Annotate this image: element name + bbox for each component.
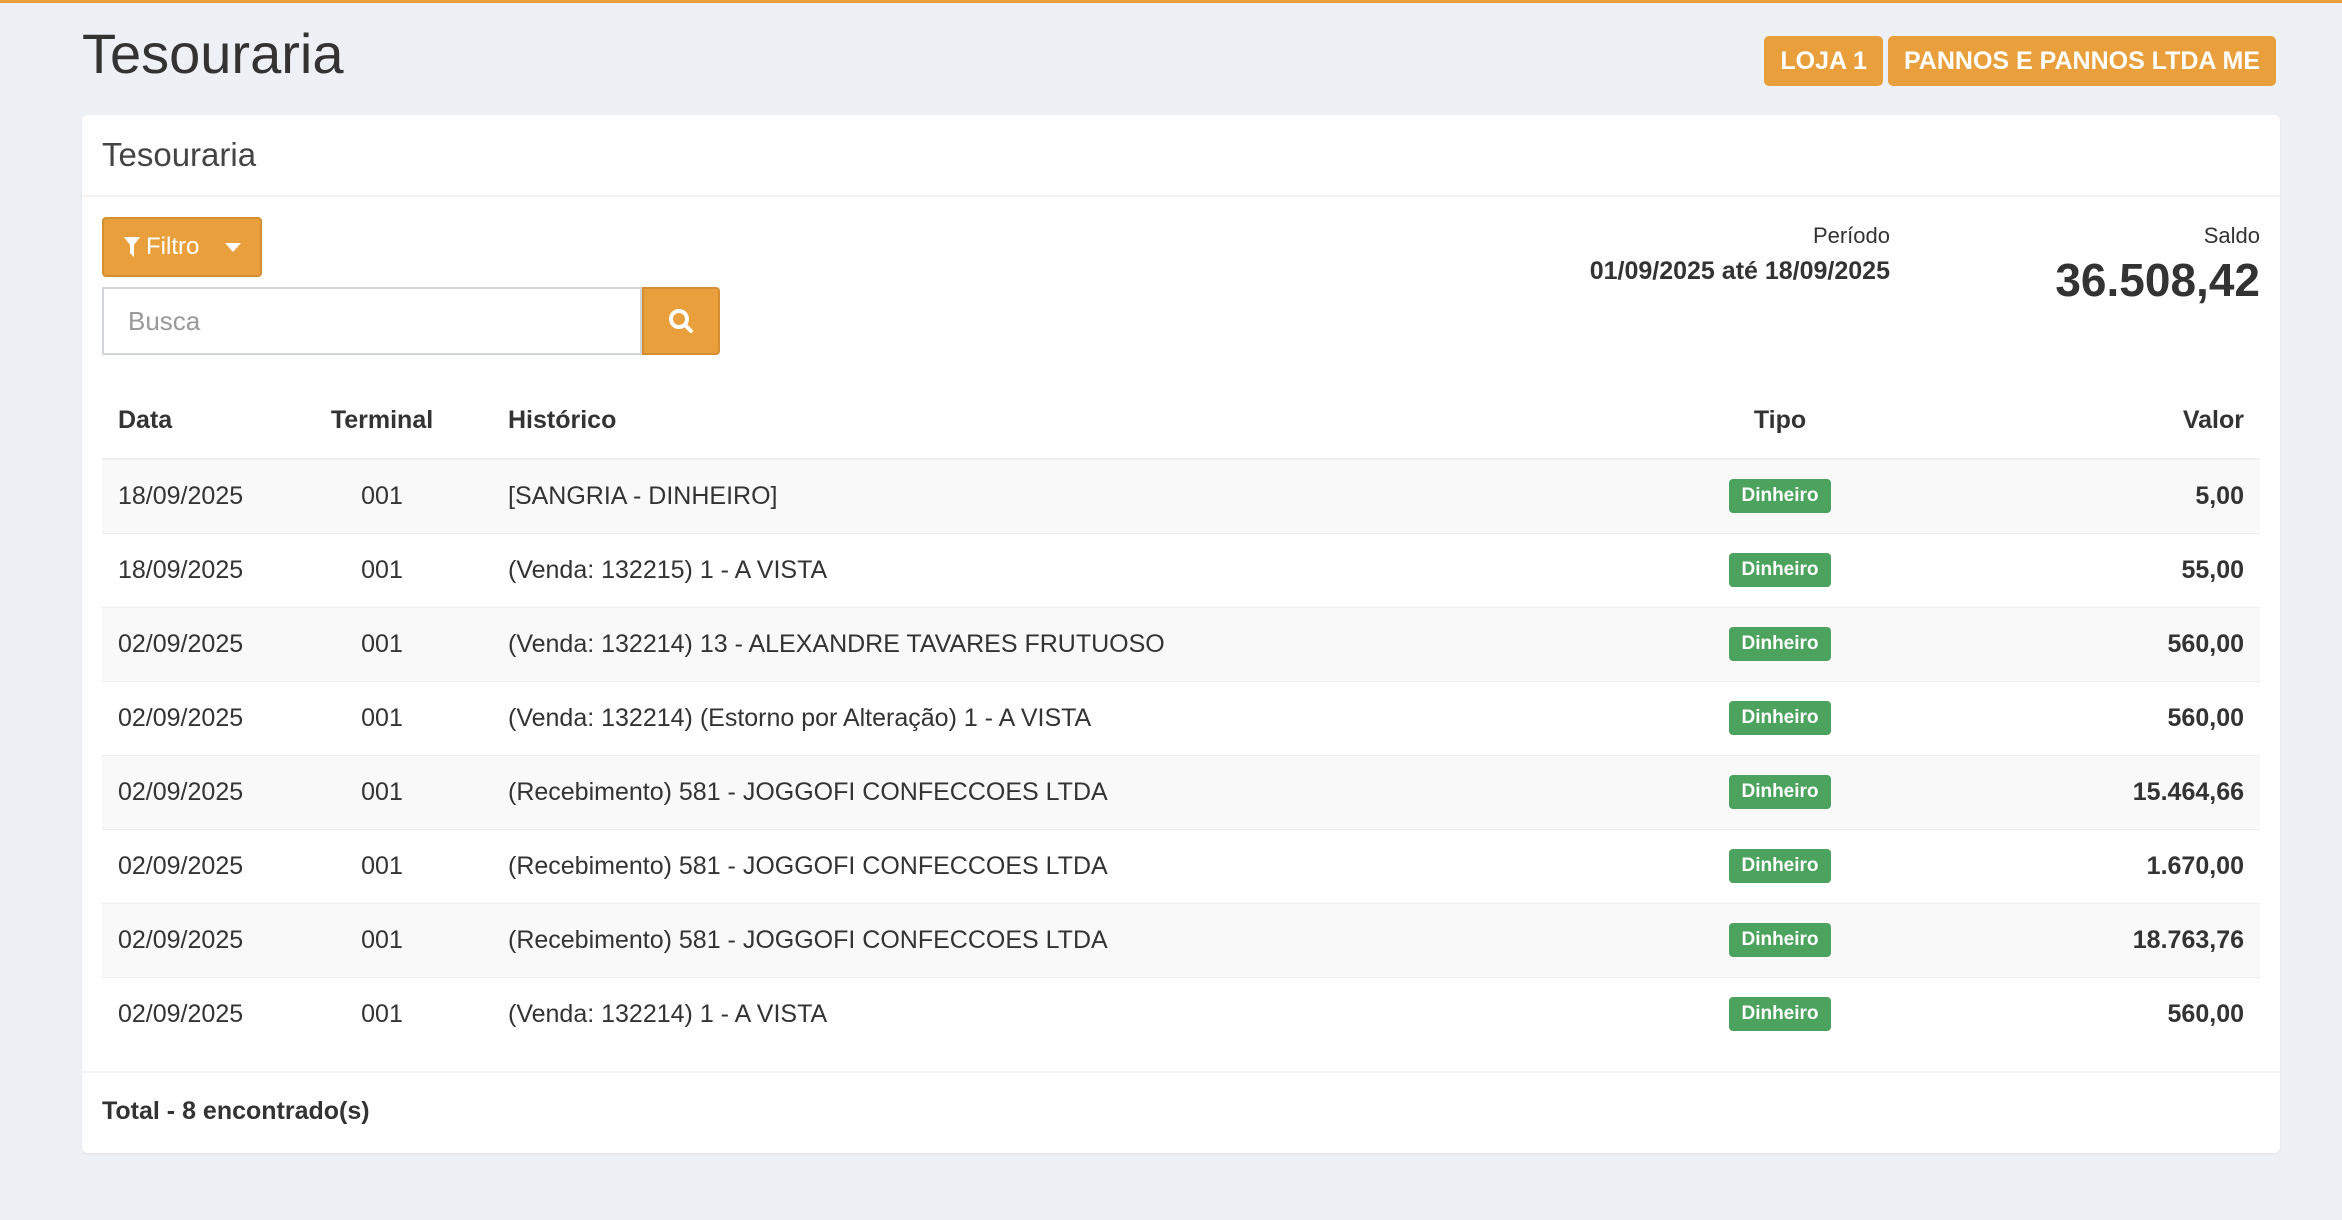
total-count: Total - 8 encontrado(s) <box>82 1071 2280 1150</box>
table-row[interactable]: 02/09/2025 001 (Recebimento) 581 - JOGGO… <box>102 828 2260 903</box>
filter-icon <box>124 237 140 257</box>
tipo-badge: Dinheiro <box>1729 849 1831 883</box>
cell-terminal: 001 <box>272 828 492 903</box>
cell-tipo: Dinheiro <box>1680 902 1880 977</box>
periodo: Período 01/09/2025 até 18/09/2025 <box>1590 223 1890 286</box>
store-tag[interactable]: LOJA 1 <box>1764 36 1883 86</box>
cell-valor: 18.763,76 <box>1880 902 2260 977</box>
cell-valor: 560,00 <box>1880 976 2260 1051</box>
cell-data: 02/09/2025 <box>102 680 272 755</box>
cell-data: 18/09/2025 <box>102 532 272 607</box>
tipo-badge: Dinheiro <box>1729 997 1831 1032</box>
cell-historico: (Recebimento) 581 - JOGGOFI CONFECCOES L… <box>492 828 1680 903</box>
tipo-badge: Dinheiro <box>1729 627 1831 661</box>
cell-terminal: 001 <box>272 532 492 607</box>
tipo-badge: Dinheiro <box>1729 553 1831 587</box>
cell-data: 02/09/2025 <box>102 976 272 1051</box>
cell-historico: [SANGRIA - DINHEIRO] <box>492 458 1680 533</box>
col-terminal[interactable]: Terminal <box>272 383 492 460</box>
cell-tipo: Dinheiro <box>1680 680 1880 755</box>
cell-historico: (Venda: 132214) (Estorno por Alteração) … <box>492 680 1680 755</box>
cell-valor: 15.464,66 <box>1880 754 2260 829</box>
cell-terminal: 001 <box>272 976 492 1051</box>
col-tipo[interactable]: Tipo <box>1680 383 1880 460</box>
table-row[interactable]: 02/09/2025 001 (Recebimento) 581 - JOGGO… <box>102 902 2260 977</box>
tesouraria-card: Tesouraria Filtro Período 01/09/2025 até… <box>82 115 2280 1153</box>
table-row[interactable]: 02/09/2025 001 (Venda: 132214) 1 - A VIS… <box>102 976 2260 1051</box>
cell-historico: (Recebimento) 581 - JOGGOFI CONFECCOES L… <box>492 902 1680 977</box>
cell-tipo: Dinheiro <box>1680 754 1880 829</box>
cell-historico: (Venda: 132215) 1 - A VISTA <box>492 532 1680 607</box>
cell-tipo: Dinheiro <box>1680 532 1880 607</box>
tipo-badge: Dinheiro <box>1729 775 1831 809</box>
cell-data: 02/09/2025 <box>102 606 272 681</box>
cell-data: 02/09/2025 <box>102 902 272 977</box>
cell-tipo: Dinheiro <box>1680 458 1880 533</box>
cell-valor: 55,00 <box>1880 532 2260 607</box>
saldo-value: 36.508,42 <box>2055 254 2260 306</box>
cell-data: 02/09/2025 <box>102 754 272 829</box>
cell-valor: 5,00 <box>1880 458 2260 533</box>
company-tag[interactable]: PANNOS E PANNOS LTDA ME <box>1887 36 2276 86</box>
cell-historico: (Recebimento) 581 - JOGGOFI CONFECCOES L… <box>492 754 1680 829</box>
cell-terminal: 001 <box>272 458 492 533</box>
cell-data: 02/09/2025 <box>102 828 272 903</box>
cell-terminal: 001 <box>272 754 492 829</box>
cell-terminal: 001 <box>272 902 492 977</box>
filter-label: Filtro <box>146 233 200 260</box>
table-row[interactable]: 02/09/2025 001 (Venda: 132214) 13 - ALEX… <box>102 606 2260 681</box>
card-title: Tesouraria <box>82 115 2280 197</box>
cell-valor: 1.670,00 <box>1880 828 2260 903</box>
periodo-value: 01/09/2025 até 18/09/2025 <box>1589 257 1890 285</box>
cell-terminal: 001 <box>272 606 492 681</box>
col-valor[interactable]: Valor <box>1880 383 2260 460</box>
cell-tipo: Dinheiro <box>1680 828 1880 903</box>
search-icon <box>669 309 693 333</box>
saldo-label: Saldo <box>2203 223 2260 248</box>
table-row[interactable]: 18/09/2025 001 (Venda: 132215) 1 - A VIS… <box>102 532 2260 607</box>
table-row[interactable]: 02/09/2025 001 (Recebimento) 581 - JOGGO… <box>102 754 2260 829</box>
filter-button[interactable]: Filtro <box>102 217 262 277</box>
chevron-down-icon <box>225 242 242 252</box>
col-historico[interactable]: Histórico <box>492 383 1680 460</box>
page-title: Tesouraria <box>82 22 344 85</box>
cell-tipo: Dinheiro <box>1680 976 1880 1051</box>
cell-historico: (Venda: 132214) 1 - A VISTA <box>492 976 1680 1051</box>
tipo-badge: Dinheiro <box>1729 479 1831 514</box>
cell-historico: (Venda: 132214) 13 - ALEXANDRE TAVARES F… <box>492 606 1680 681</box>
tipo-badge: Dinheiro <box>1729 923 1831 957</box>
tipo-badge: Dinheiro <box>1729 701 1831 735</box>
cell-valor: 560,00 <box>1880 680 2260 755</box>
cell-data: 18/09/2025 <box>102 458 272 533</box>
cell-tipo: Dinheiro <box>1680 606 1880 681</box>
table-row[interactable]: 02/09/2025 001 (Venda: 132214) (Estorno … <box>102 680 2260 755</box>
saldo: Saldo 36.508,42 <box>2055 223 2260 307</box>
search-input[interactable] <box>102 287 642 355</box>
cell-valor: 560,00 <box>1880 606 2260 681</box>
col-data[interactable]: Data <box>102 383 272 460</box>
store-tags: LOJA 1 PANNOS E PANNOS LTDA ME <box>1764 36 2276 86</box>
cell-terminal: 001 <box>272 680 492 755</box>
table-row[interactable]: 18/09/2025 001 [SANGRIA - DINHEIRO] Dinh… <box>102 458 2260 533</box>
search-button[interactable] <box>642 287 720 355</box>
transactions-table: Data Terminal Histórico Tipo Valor 18/09… <box>102 383 2260 1051</box>
periodo-label: Período <box>1812 223 1890 248</box>
